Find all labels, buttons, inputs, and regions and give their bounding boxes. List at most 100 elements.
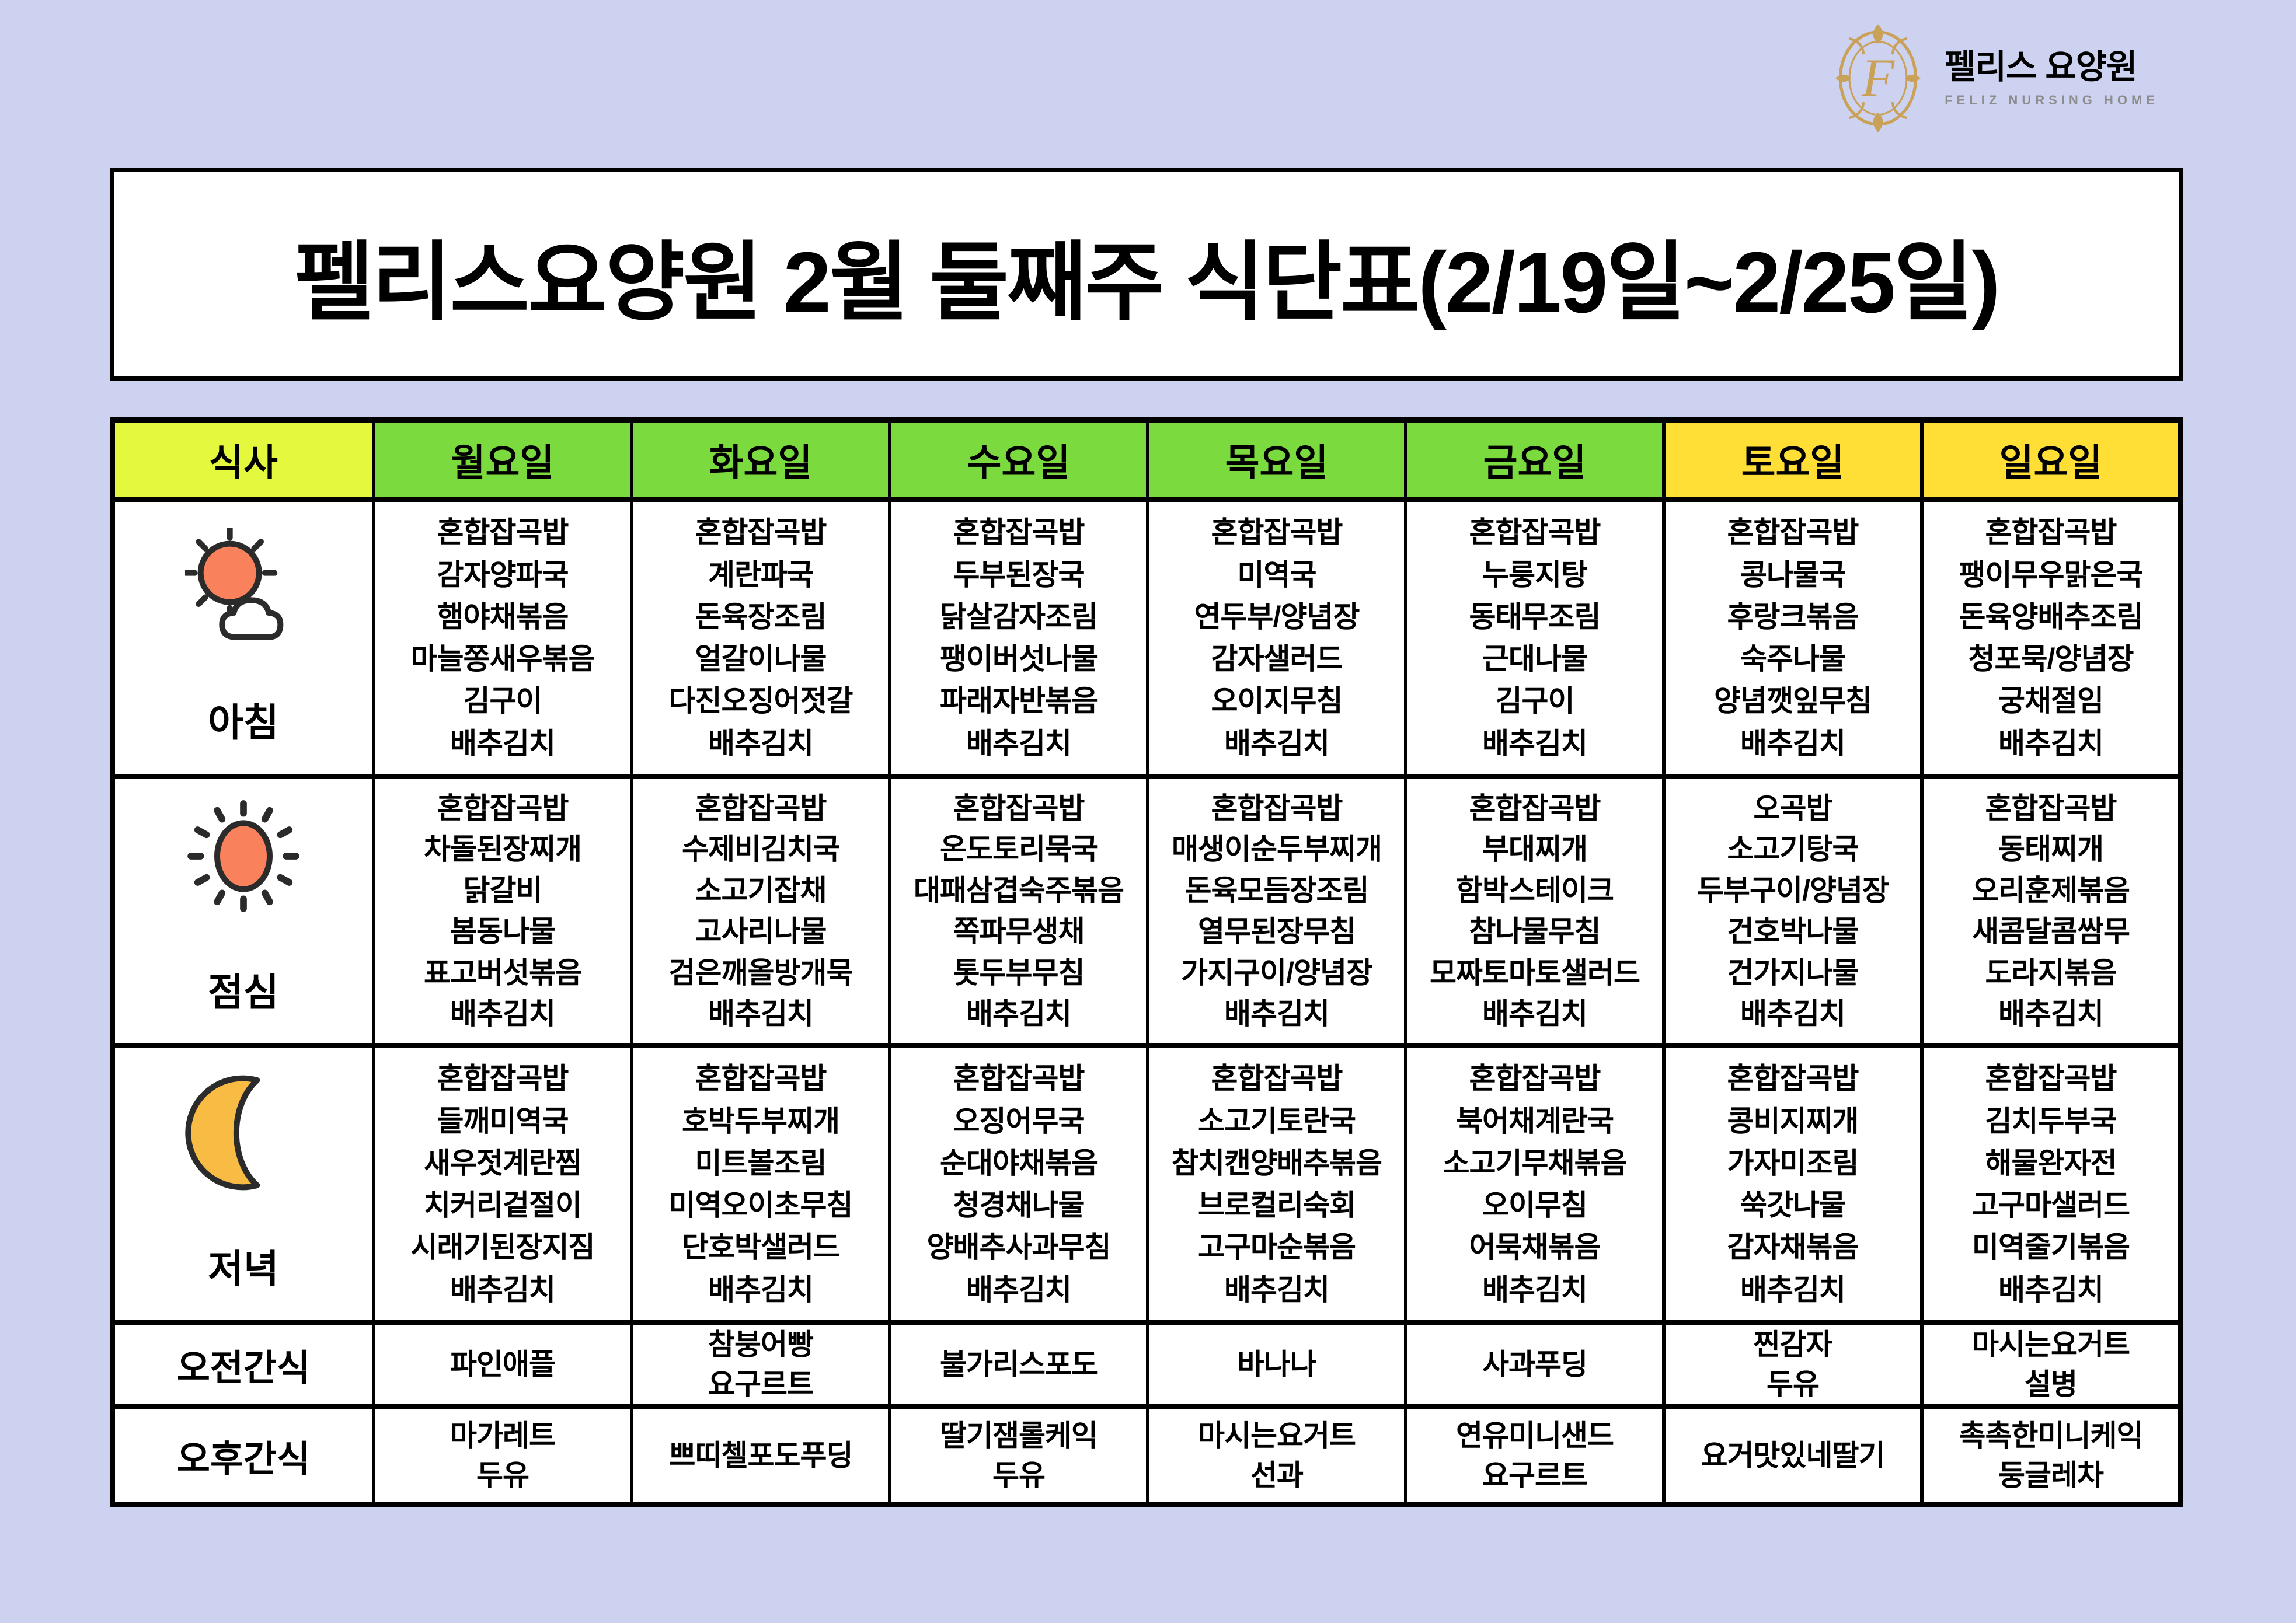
menu-item: 혼합잡곡밥 xyxy=(695,516,827,549)
menu-item: 마늘쫑새우볶음 xyxy=(410,643,595,676)
row-label-dinner: 저녁 xyxy=(115,1048,372,1320)
menu-item: 연두부/양념장 xyxy=(1194,600,1360,633)
menu-cell-dinner-day6: 혼합잡곡밥 콩비지찌개 가자미조림 쑥갓나물 감자채볶음 배추김치 xyxy=(1666,1048,1920,1320)
menu-cell-dinner-day1: 혼합잡곡밥 들깨미역국 새우젓계란찜 치커리겉절이 시래기된장지짐 배추김치 xyxy=(375,1048,630,1320)
menu-table: 식사 월요일 화요일 수요일 목요일 금요일 토요일 일요일 아침 혼합잡곡밥 감자양파국 햄야채볶음… xyxy=(110,417,2183,1507)
menu-item: 김구이 xyxy=(463,685,543,718)
menu-item: 배추김치 xyxy=(1998,727,2104,760)
snack-item: 두유 xyxy=(992,1459,1046,1492)
menu-item: 어묵채볶음 xyxy=(1469,1231,1601,1264)
row-label-afternoon-snack: 오후간식 xyxy=(115,1409,372,1502)
column-header-meal: 식사 xyxy=(115,423,372,497)
menu-item: 배추김치 xyxy=(708,997,814,1031)
snack-cell-morning-snack-day3: 불가리스포도 xyxy=(891,1325,1146,1404)
menu-item: 참치캔양배추볶음 xyxy=(1172,1146,1382,1179)
snack-cell-afternoon-snack-day1: 마가레트 두유 xyxy=(375,1409,630,1502)
menu-item: 배추김치 xyxy=(1224,997,1330,1031)
snack-cell-morning-snack-day6: 찐감자 두유 xyxy=(1666,1325,1920,1404)
menu-item: 해물완자전 xyxy=(1985,1146,2117,1179)
menu-item: 차돌된장찌개 xyxy=(424,833,582,866)
logo-english-name: FELIZ NURSING HOME xyxy=(1945,92,2159,107)
menu-cell-dinner-day3: 혼합잡곡밥 오징어무국 순대야채볶음 청경채나물 양배추사과무침 배추김치 xyxy=(891,1048,1146,1320)
menu-cell-lunch-day5: 혼합잡곡밥 부대찌개 함박스테이크 참나물무침 모짜토마토샐러드 배추김치 xyxy=(1407,779,1662,1043)
menu-cell-breakfast-day6: 혼합잡곡밥 콩나물국 후랑크볶음 숙주나물 양념깻잎무침 배추김치 xyxy=(1666,502,1920,774)
menu-item: 배추김치 xyxy=(966,1273,1072,1306)
row-label-text-dinner: 저녁 xyxy=(208,1247,279,1290)
menu-item: 혼합잡곡밥 xyxy=(1211,791,1343,825)
menu-item: 오리훈제볶음 xyxy=(1972,874,2130,907)
menu-item: 배추김치 xyxy=(450,997,556,1031)
menu-item: 청경채나물 xyxy=(953,1189,1085,1222)
moon-icon xyxy=(185,1074,302,1191)
menu-cell-lunch-day4: 혼합잡곡밥 매생이순두부찌개 돈육모듬장조림 열무된장무침 가지구이/양념장 배추김치 xyxy=(1149,779,1404,1043)
snack-item: 요구르트 xyxy=(1482,1459,1588,1492)
menu-item: 궁채절임 xyxy=(1998,685,2104,718)
menu-item: 봄동나물 xyxy=(450,915,556,948)
snack-item: 설병 xyxy=(2025,1368,2078,1401)
menu-item: 다진오징어젓갈 xyxy=(668,685,853,718)
snack-item: 파인애플 xyxy=(450,1348,556,1381)
snack-item: 선과 xyxy=(1250,1459,1304,1492)
menu-item: 혼합잡곡밥 xyxy=(1211,516,1343,549)
menu-item: 배추김치 xyxy=(1482,997,1588,1031)
menu-item: 두부구이/양념장 xyxy=(1697,874,1889,907)
menu-item: 배추김치 xyxy=(1482,727,1588,760)
menu-item: 시래기된장지짐 xyxy=(410,1231,595,1264)
menu-item: 혼합잡곡밥 xyxy=(1985,516,2117,549)
menu-cell-breakfast-day4: 혼합잡곡밥 미역국 연두부/양념장 감자샐러드 오이지무침 배추김치 xyxy=(1149,502,1404,774)
menu-item: 소고기탕국 xyxy=(1727,833,1859,866)
snack-item: 연유미니샌드 xyxy=(1456,1419,1614,1452)
menu-cell-breakfast-day2: 혼합잡곡밥 계란파국 돈육장조림 얼갈이나물 다진오징어젓갈 배추김치 xyxy=(633,502,888,774)
snack-cell-morning-snack-day7: 마시는요거트 설병 xyxy=(1924,1325,2178,1404)
snack-cell-afternoon-snack-day6: 요거맛있네딸기 xyxy=(1666,1409,1920,1502)
menu-item: 혼합잡곡밥 xyxy=(695,1062,827,1095)
menu-item: 햄야채볶음 xyxy=(437,600,569,633)
menu-item: 파래자반볶음 xyxy=(940,685,1098,718)
menu-item: 혼합잡곡밥 xyxy=(1727,516,1859,549)
menu-cell-breakfast-day3: 혼합잡곡밥 두부된장국 닭살감자조림 팽이버섯나물 파래자반볶음 배추김치 xyxy=(891,502,1146,774)
menu-item: 고구마순볶음 xyxy=(1198,1231,1356,1264)
menu-item: 부대찌개 xyxy=(1482,833,1588,866)
snack-item: 사과푸딩 xyxy=(1482,1348,1588,1381)
menu-cell-lunch-day1: 혼합잡곡밥 차돌된장찌개 닭갈비 봄동나물 표고버섯볶음 배추김치 xyxy=(375,779,630,1043)
row-label-lunch: 점심 xyxy=(115,779,372,1043)
menu-item: 김구이 xyxy=(1495,685,1575,718)
menu-item: 미역오이초무침 xyxy=(668,1189,853,1222)
menu-item: 후랑크볶음 xyxy=(1727,600,1859,633)
menu-item: 치커리겉절이 xyxy=(424,1189,582,1222)
menu-item: 닭갈비 xyxy=(463,874,543,907)
menu-item: 오이지무침 xyxy=(1211,685,1343,718)
row-label-text-breakfast: 아침 xyxy=(208,701,279,744)
menu-item: 혼합잡곡밥 xyxy=(1469,791,1601,825)
menu-item: 건호박나물 xyxy=(1727,915,1859,948)
menu-cell-lunch-day6: 오곡밥 소고기탕국 두부구이/양념장 건호박나물 건가지나물 배추김치 xyxy=(1666,779,1920,1043)
menu-cell-breakfast-day7: 혼합잡곡밥 팽이무우맑은국 돈육양배추조림 청포묵/양념장 궁채절임 배추김치 xyxy=(1924,502,2178,774)
menu-item: 혼합잡곡밥 xyxy=(1469,516,1601,549)
menu-item: 오곡밥 xyxy=(1753,791,1833,825)
menu-item: 미트볼조림 xyxy=(695,1146,827,1179)
snack-item: 찐감자 xyxy=(1753,1328,1833,1361)
snack-item: 요거맛있네딸기 xyxy=(1701,1439,1886,1472)
row-label-text-lunch: 점심 xyxy=(208,971,279,1014)
menu-item: 감자샐러드 xyxy=(1211,643,1343,676)
menu-item: 소고기무채볶음 xyxy=(1443,1146,1628,1179)
menu-item: 오이무침 xyxy=(1482,1189,1588,1222)
menu-item: 청포묵/양념장 xyxy=(1968,643,2134,676)
logo-text: 펠리스 요양원 FELIZ NURSING HOME xyxy=(1945,48,2159,108)
menu-item: 매생이순두부찌개 xyxy=(1172,833,1382,866)
snack-item: 딸기잼롤케익 xyxy=(940,1419,1098,1452)
menu-item: 고구마샐러드 xyxy=(1972,1189,2130,1222)
menu-item: 감자채볶음 xyxy=(1727,1231,1859,1264)
menu-item: 혼합잡곡밥 xyxy=(1985,791,2117,825)
menu-item: 배추김치 xyxy=(1224,1273,1330,1306)
column-header-수요일: 수요일 xyxy=(891,423,1146,497)
snack-cell-afternoon-snack-day7: 촉촉한미니케익 둥글레차 xyxy=(1924,1409,2178,1502)
logo-emblem-icon: F xyxy=(1829,20,1927,136)
menu-item: 미역줄기볶음 xyxy=(1972,1231,2130,1264)
menu-item: 배추김치 xyxy=(450,1273,556,1306)
snack-cell-afternoon-snack-day4: 마시는요거트 선과 xyxy=(1149,1409,1404,1502)
logo: F 펠리스 요양원 FELIZ NURSING HOME xyxy=(1829,20,2159,136)
menu-item: 가지구이/양념장 xyxy=(1181,956,1373,989)
